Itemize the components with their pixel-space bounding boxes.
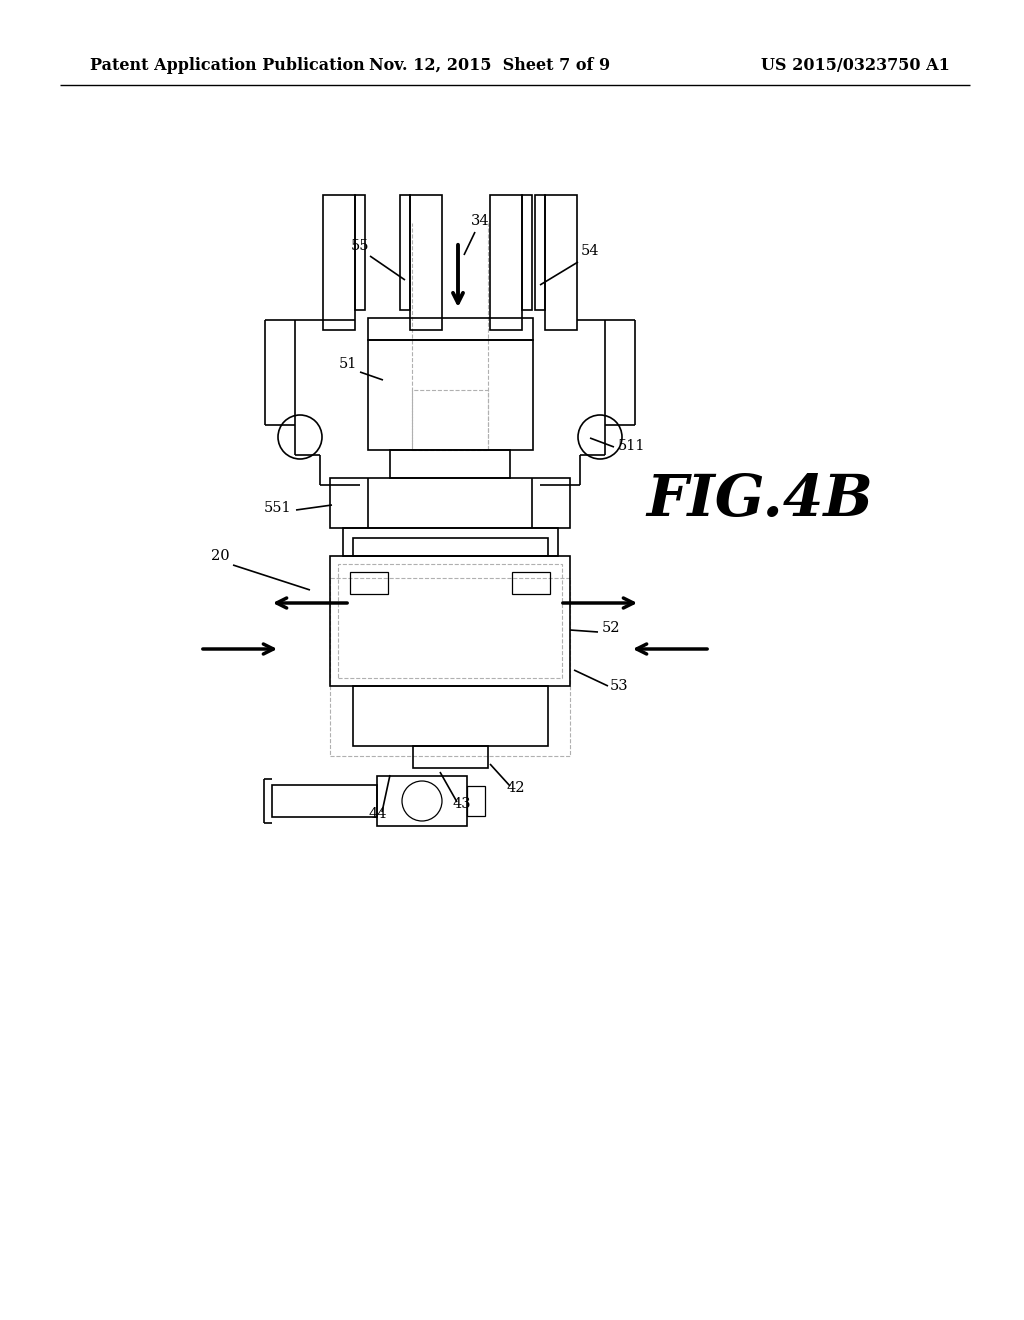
Text: 20: 20 <box>211 549 229 564</box>
Bar <box>353 539 548 556</box>
Text: 55: 55 <box>351 239 370 253</box>
Text: 42: 42 <box>507 781 525 795</box>
Text: 52: 52 <box>602 620 621 635</box>
Text: 551: 551 <box>264 502 292 515</box>
Bar <box>343 528 558 556</box>
Text: US 2015/0323750 A1: US 2015/0323750 A1 <box>761 57 950 74</box>
Bar <box>412 389 488 450</box>
Text: 51: 51 <box>339 356 357 371</box>
Text: Nov. 12, 2015  Sheet 7 of 9: Nov. 12, 2015 Sheet 7 of 9 <box>370 57 610 74</box>
Text: FIG.4B: FIG.4B <box>646 471 873 528</box>
Text: Patent Application Publication: Patent Application Publication <box>90 57 365 74</box>
Bar <box>338 564 562 678</box>
Bar <box>330 478 570 528</box>
Bar <box>413 746 488 768</box>
Bar <box>377 776 467 826</box>
Bar <box>535 195 545 310</box>
Bar <box>400 195 410 310</box>
Text: 43: 43 <box>453 797 471 810</box>
Bar <box>410 195 442 330</box>
Text: 44: 44 <box>369 807 387 821</box>
Bar <box>512 572 550 594</box>
Bar <box>522 195 532 310</box>
Bar <box>368 341 534 450</box>
Bar <box>330 556 570 686</box>
Bar <box>390 450 510 478</box>
Bar <box>355 195 365 310</box>
Text: 54: 54 <box>581 244 599 257</box>
Bar <box>467 785 485 816</box>
Bar <box>330 578 570 756</box>
Bar <box>490 195 522 330</box>
Bar <box>272 785 377 817</box>
Bar <box>545 195 577 330</box>
Text: 53: 53 <box>610 678 629 693</box>
Text: 511: 511 <box>618 440 645 453</box>
Bar <box>323 195 355 330</box>
Bar <box>368 318 534 341</box>
Bar <box>353 686 548 746</box>
Text: 34: 34 <box>471 214 489 228</box>
Bar <box>350 572 388 594</box>
